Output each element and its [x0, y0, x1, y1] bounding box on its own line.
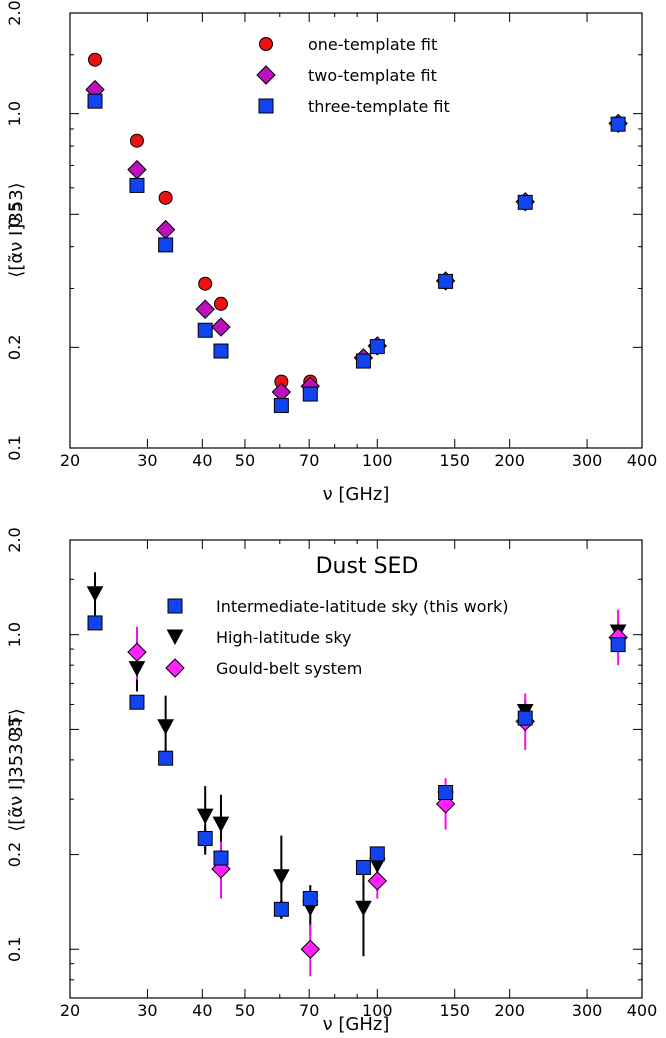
data-point: [211, 317, 231, 337]
data-point: [355, 859, 371, 875]
data-point: [87, 93, 103, 109]
data-point: [212, 816, 230, 833]
x-tick-label: 40: [192, 1001, 212, 1020]
data-point: [302, 891, 318, 907]
x-tick-label: 150: [439, 1001, 470, 1020]
x-tick-label: 70: [299, 1001, 319, 1020]
data-point: [155, 219, 176, 240]
data-point: [197, 830, 213, 846]
y-tick-label: 0.2: [5, 335, 24, 360]
plot-frame: [69, 12, 643, 449]
legend-entry-label: one-template fit: [308, 35, 437, 54]
data-point: [355, 900, 372, 917]
x-tick-label: 50: [235, 451, 255, 470]
data-point: [128, 661, 146, 677]
data-point: [369, 846, 385, 862]
legend-entry-label: three-template fit: [308, 97, 450, 116]
data-point: [158, 750, 174, 766]
x-tick-label: 200: [494, 1001, 525, 1020]
y-tick-label: 2.0: [5, 527, 24, 552]
data-point: [129, 177, 145, 193]
x-tick-label: 40: [192, 451, 212, 470]
data-point: [273, 869, 290, 885]
y-tick-label: 1.0: [5, 101, 24, 126]
y-tick-label: 1.0: [5, 622, 24, 647]
legend-entry-label: two-template fit: [308, 66, 437, 85]
data-point: [158, 190, 173, 205]
data-point: [158, 237, 174, 253]
y-axis-label: ⟨[α̃ν I]353 3T⟩: [6, 708, 27, 832]
y-axis-label: ⟨[α̃ν I]353⟩: [6, 182, 27, 277]
x-tick-label: 200: [494, 451, 525, 470]
data-point: [355, 353, 371, 369]
top-panel-one-two-three-template-fits: 20 30 40 50 70 100 150 200 300 400 0.1 0.2 0.5 1.0 2.0…: [5, 0, 657, 505]
x-axis-label: ν [GHz]: [323, 484, 390, 505]
x-tick-label: 20: [60, 451, 80, 470]
data-point: [273, 901, 289, 917]
data-point: [197, 322, 213, 338]
data-point: [157, 719, 174, 735]
data-point: [213, 850, 229, 866]
x-tick-label: 70: [299, 451, 319, 470]
data-point: [196, 808, 214, 825]
x-tick-label: 100: [362, 451, 393, 470]
data-point: [438, 785, 454, 801]
bottom-panel-dust-sed-comparison: 20 30 40 50 70 100 150 200 300 400 0.1 0.2 0.5 1.0 2.0…: [5, 527, 657, 1035]
x-tick-label: 100: [362, 1001, 393, 1020]
data-point: [129, 694, 145, 710]
legend-marker: [165, 658, 185, 678]
x-tick-label: 50: [235, 1001, 255, 1020]
legend-entry-label: High-latitude sky: [216, 628, 352, 647]
y-tick-label: 0.5: [5, 717, 24, 742]
data-point: [273, 398, 289, 414]
x-tick-label: 150: [439, 451, 470, 470]
legend-marker: [256, 65, 276, 85]
data-point: [195, 299, 215, 319]
data-point: [88, 52, 103, 67]
y-tick-label: 0.5: [5, 202, 24, 227]
y-tick-label: 0.1: [5, 435, 24, 460]
x-tick-label: 300: [572, 451, 603, 470]
x-tick-label: 400: [627, 451, 658, 470]
data-point: [198, 276, 213, 291]
legend-marker: [259, 37, 273, 51]
y-tick-label: 2.0: [5, 0, 24, 25]
data-point: [367, 871, 388, 891]
x-axis-label: ν [GHz]: [323, 1014, 390, 1035]
x-tick-label: 20: [60, 1001, 80, 1020]
data-point: [517, 194, 533, 210]
legend-marker: [166, 629, 184, 646]
data-point: [610, 637, 626, 653]
data-point: [87, 615, 103, 631]
y-tick-label: 0.2: [5, 842, 24, 867]
data-point: [610, 116, 626, 132]
legend-entry-label: Gould-belt system: [216, 659, 362, 678]
x-tick-label: 30: [137, 1001, 157, 1020]
data-point: [302, 386, 318, 402]
data-point: [127, 642, 147, 662]
data-point: [438, 273, 454, 289]
legend-title: Dust SED: [316, 554, 419, 579]
legend-marker: [167, 598, 183, 614]
legend-marker: [258, 98, 274, 114]
data-point: [300, 939, 320, 959]
y-tick-label: 0.1: [5, 937, 24, 962]
data-point: [86, 586, 104, 602]
plot-frame: [69, 539, 643, 999]
data-point: [517, 710, 533, 726]
data-point: [213, 343, 229, 359]
data-point: [129, 133, 144, 148]
x-tick-label: 30: [137, 451, 157, 470]
data-point: [369, 339, 385, 355]
data-point: [213, 296, 228, 311]
legend-entry-label: Intermediate-latitude sky (this work): [216, 597, 509, 616]
data-point: [127, 159, 147, 180]
x-tick-label: 300: [572, 1001, 603, 1020]
x-tick-label: 400: [627, 1001, 658, 1020]
